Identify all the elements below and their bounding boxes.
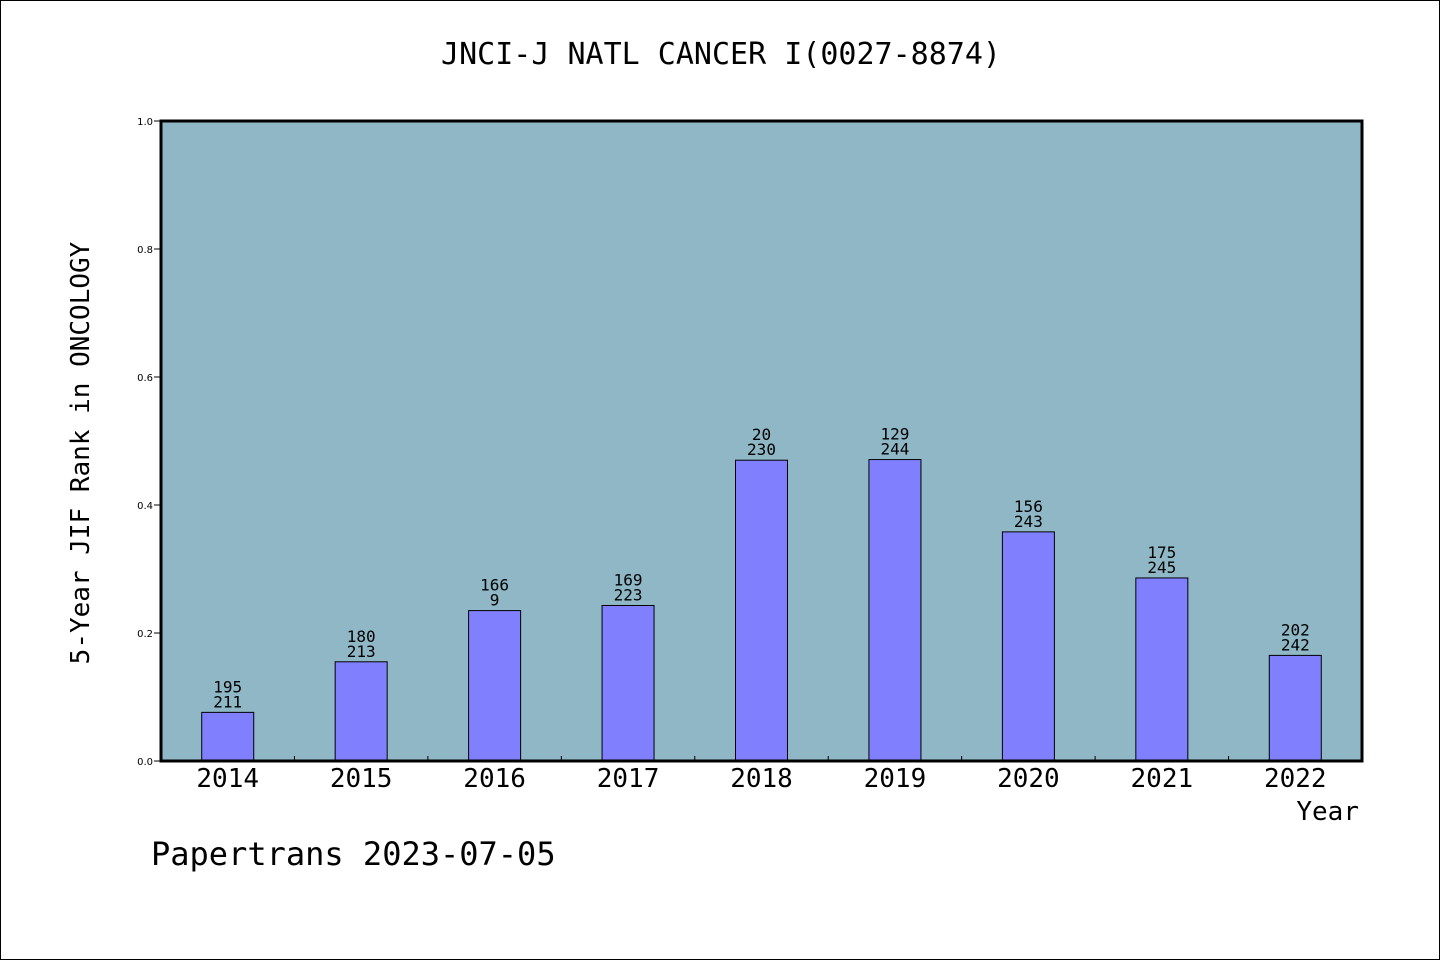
bar-2021 [1135, 577, 1189, 762]
bar-2019 [868, 459, 922, 762]
x-tick-label: 2017 [597, 764, 660, 794]
y-tick-label: 1.0 [137, 117, 153, 128]
bar-label-bottom: 242 [1281, 635, 1310, 654]
bar-label-top: 169 [614, 570, 643, 589]
x-tick-label: 2021 [1131, 764, 1194, 794]
bar-2018 [735, 459, 788, 762]
bar-label-bottom: 223 [614, 585, 643, 604]
bar-2016 [468, 610, 522, 762]
bar-label-bottom: 213 [347, 642, 376, 661]
x-tick-label: 2015 [330, 764, 393, 794]
x-tick-label: 2016 [463, 764, 526, 794]
footer-credit: Papertrans 2023-07-05 [151, 835, 556, 873]
x-tick-label: 2020 [997, 764, 1060, 794]
x-axis-label: Year [1296, 797, 1359, 827]
bar-label-top: 195 [213, 677, 242, 696]
bar-label-bottom: 244 [880, 440, 909, 459]
bar-label-top: 129 [880, 425, 909, 444]
bar-2020 [1001, 531, 1055, 762]
bar-label-top: 180 [347, 627, 376, 646]
bar-label-bottom: 245 [1147, 558, 1176, 577]
x-tick-label: 2018 [730, 764, 793, 794]
bar-2017 [601, 604, 655, 762]
bar-label-top: 166 [480, 576, 509, 595]
bar-2022 [1268, 654, 1322, 762]
bar-label-top: 202 [1281, 620, 1310, 639]
bar-label-bottom: 230 [747, 440, 776, 459]
bar-label-bottom: 9 [490, 591, 500, 610]
bar-label-bottom: 243 [1014, 512, 1043, 531]
y-tick-label: 0.4 [137, 501, 153, 512]
x-tick-label: 2014 [196, 764, 259, 794]
chart-title: JNCI-J NATL CANCER I(0027-8874) [441, 37, 1001, 72]
y-tick-label: 0.6 [137, 373, 153, 384]
bar-label-top: 175 [1147, 543, 1176, 562]
bar-2015 [334, 661, 388, 762]
y-tick-label: 0.8 [137, 245, 153, 256]
plot-border [159, 119, 1364, 763]
bar-label-top: 156 [1014, 497, 1043, 516]
x-tick-label: 2019 [864, 764, 927, 794]
bar-label-bottom: 211 [213, 692, 242, 711]
bar-2014 [201, 711, 255, 762]
y-tick-label: 0.2 [137, 629, 153, 640]
bar-label-top: 20 [752, 425, 771, 444]
x-tick-label: 2022 [1264, 764, 1327, 794]
y-tick-label: 0.0 [137, 757, 153, 768]
